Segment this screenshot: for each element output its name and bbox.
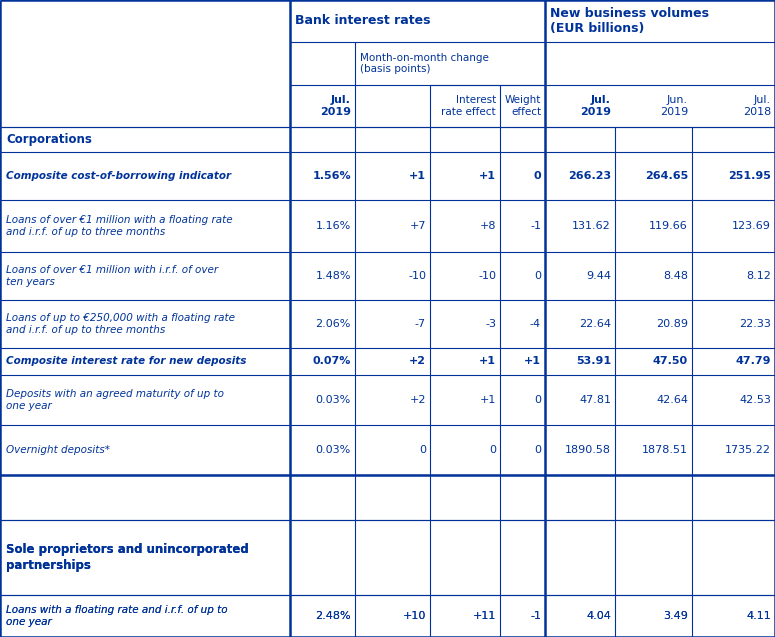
Text: 0: 0 [534, 445, 541, 455]
Text: 53.91: 53.91 [576, 357, 611, 366]
Text: Sole proprietors and unincorporated
partnerships: Sole proprietors and unincorporated part… [6, 543, 249, 571]
Text: 22.64: 22.64 [579, 319, 611, 329]
Text: 1890.58: 1890.58 [565, 445, 611, 455]
Text: +1: +1 [480, 395, 496, 405]
Text: +10: +10 [403, 611, 426, 621]
Text: +1: +1 [479, 171, 496, 181]
Text: 1.16%: 1.16% [315, 221, 351, 231]
Text: 2.48%: 2.48% [315, 611, 351, 621]
Text: +11: +11 [473, 611, 496, 621]
Text: 2.48%: 2.48% [315, 611, 351, 621]
Text: 20.89: 20.89 [656, 319, 688, 329]
Text: 0.07%: 0.07% [312, 357, 351, 366]
Text: 22.33: 22.33 [739, 319, 771, 329]
Text: +1: +1 [479, 357, 496, 366]
Text: Loans with a floating rate and i.r.f. of up to
one year: Loans with a floating rate and i.r.f. of… [6, 605, 228, 627]
Text: 4.11: 4.11 [746, 611, 771, 621]
Text: Overnight deposits*: Overnight deposits* [6, 445, 110, 455]
Text: New business volumes
(EUR billions): New business volumes (EUR billions) [550, 7, 709, 35]
Text: Jul.
2019: Jul. 2019 [320, 95, 351, 117]
Text: Interest
rate effect: Interest rate effect [442, 95, 496, 117]
Text: 131.62: 131.62 [572, 221, 611, 231]
Text: +2: +2 [409, 357, 426, 366]
Text: -10: -10 [478, 271, 496, 281]
Text: Jul.
2019: Jul. 2019 [580, 95, 611, 117]
Text: -10: -10 [408, 271, 426, 281]
Text: Jul.
2018: Jul. 2018 [742, 95, 771, 117]
Text: 0: 0 [533, 171, 541, 181]
Text: 2.06%: 2.06% [315, 319, 351, 329]
Text: Loans of up to €250,000 with a floating rate
and i.r.f. of up to three months: Loans of up to €250,000 with a floating … [6, 313, 235, 335]
Text: 47.81: 47.81 [579, 395, 611, 405]
Text: 47.79: 47.79 [735, 357, 771, 366]
Text: 3.49: 3.49 [663, 611, 688, 621]
Text: 0.03%: 0.03% [315, 395, 351, 405]
Text: Month-on-month change
(basis points): Month-on-month change (basis points) [360, 53, 489, 75]
Text: -4: -4 [530, 319, 541, 329]
Text: -7: -7 [415, 319, 426, 329]
Text: 42.53: 42.53 [739, 395, 771, 405]
Text: Bank interest rates: Bank interest rates [295, 15, 430, 27]
Text: +7: +7 [409, 221, 426, 231]
Text: 264.65: 264.65 [645, 171, 688, 181]
Text: 47.50: 47.50 [653, 357, 688, 366]
Text: +2: +2 [409, 395, 426, 405]
Text: Loans with a floating rate and i.r.f. of up to
one year: Loans with a floating rate and i.r.f. of… [6, 605, 228, 627]
Text: 4.11: 4.11 [746, 611, 771, 621]
Text: -1: -1 [530, 221, 541, 231]
Text: -3: -3 [485, 319, 496, 329]
Text: 1878.51: 1878.51 [642, 445, 688, 455]
Text: Deposits with an agreed maturity of up to
one year: Deposits with an agreed maturity of up t… [6, 389, 224, 411]
Text: 1.56%: 1.56% [312, 171, 351, 181]
Text: 3.49: 3.49 [663, 611, 688, 621]
Text: -1: -1 [530, 611, 541, 621]
Text: 0: 0 [489, 445, 496, 455]
Text: Corporations: Corporations [6, 133, 92, 146]
Text: +10: +10 [403, 611, 426, 621]
Text: 123.69: 123.69 [732, 221, 771, 231]
Text: Composite interest rate for new deposits: Composite interest rate for new deposits [6, 357, 246, 366]
Text: +11: +11 [473, 611, 496, 621]
Text: Sole proprietors and unincorporated
partnerships: Sole proprietors and unincorporated part… [6, 543, 249, 571]
Text: 251.95: 251.95 [728, 171, 771, 181]
Text: 8.48: 8.48 [663, 271, 688, 281]
Text: 1735.22: 1735.22 [725, 445, 771, 455]
Text: +8: +8 [480, 221, 496, 231]
Text: +1: +1 [524, 357, 541, 366]
Text: 119.66: 119.66 [649, 221, 688, 231]
Text: Loans of over €1 million with i.r.f. of over
ten years: Loans of over €1 million with i.r.f. of … [6, 265, 218, 287]
Text: Jun.
2019: Jun. 2019 [660, 95, 688, 117]
Text: 1.48%: 1.48% [315, 271, 351, 281]
Text: 0.03%: 0.03% [315, 445, 351, 455]
Text: 0: 0 [534, 395, 541, 405]
Text: Weight
effect: Weight effect [505, 95, 541, 117]
Text: 4.04: 4.04 [586, 611, 611, 621]
Text: 0: 0 [419, 445, 426, 455]
Text: +1: +1 [409, 171, 426, 181]
Text: Composite cost-of-borrowing indicator: Composite cost-of-borrowing indicator [6, 171, 231, 181]
Text: -1: -1 [530, 611, 541, 621]
Text: 0: 0 [534, 271, 541, 281]
Text: 42.64: 42.64 [656, 395, 688, 405]
Text: 8.12: 8.12 [746, 271, 771, 281]
Text: 266.23: 266.23 [568, 171, 611, 181]
Text: 4.04: 4.04 [586, 611, 611, 621]
Text: 9.44: 9.44 [586, 271, 611, 281]
Text: Loans of over €1 million with a floating rate
and i.r.f. of up to three months: Loans of over €1 million with a floating… [6, 215, 232, 237]
